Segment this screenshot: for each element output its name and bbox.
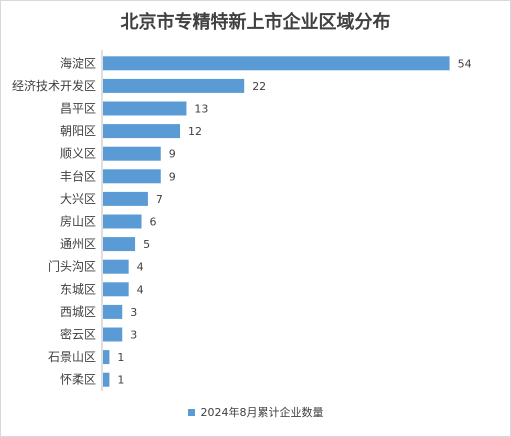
- category-label: 门头沟区: [48, 259, 96, 274]
- category-label: 海淀区: [60, 55, 96, 70]
- category-label: 怀柔区: [60, 373, 96, 387]
- data-label: 4: [137, 283, 144, 296]
- bar: [103, 259, 129, 274]
- bar: [103, 101, 187, 116]
- bar: [103, 56, 450, 71]
- bar: [103, 124, 181, 139]
- category-label: 顺义区: [60, 147, 96, 161]
- data-label: 9: [169, 170, 176, 183]
- bar: [103, 146, 161, 161]
- data-label: 13: [194, 103, 208, 116]
- bar: [103, 350, 110, 365]
- category-label: 通州区: [60, 237, 96, 251]
- category-label: 房山区: [60, 214, 96, 229]
- bar: [103, 214, 142, 229]
- data-label: 7: [156, 193, 163, 206]
- category-label: 大兴区: [60, 192, 96, 206]
- chart-title: 北京市专精特新上市企业区域分布: [120, 12, 391, 33]
- category-label: 丰台区: [60, 168, 96, 183]
- bar: [103, 327, 123, 342]
- data-label: 9: [169, 148, 176, 161]
- category-label: 东城区: [60, 282, 96, 296]
- data-label: 4: [137, 261, 144, 274]
- category-label: 朝阳区: [60, 124, 96, 138]
- category-label: 石景山区: [48, 350, 96, 364]
- data-label: 12: [188, 125, 202, 138]
- data-label: 3: [130, 306, 137, 319]
- legend-swatch: [187, 408, 195, 416]
- category-label: 昌平区: [60, 102, 96, 116]
- data-label: 1: [117, 374, 124, 387]
- bar: [103, 78, 245, 93]
- bar: [103, 169, 161, 184]
- bar: [103, 372, 110, 387]
- category-label: 西城区: [60, 305, 96, 319]
- data-label: 1: [117, 351, 124, 364]
- legend-label: 2024年8月累计企业数量: [200, 406, 324, 419]
- category-label: 密云区: [60, 327, 96, 342]
- bar: [103, 282, 129, 297]
- bar: [103, 237, 136, 252]
- data-label: 6: [150, 216, 157, 229]
- category-label: 经济技术开发区: [12, 78, 96, 93]
- bar: [103, 304, 123, 319]
- data-label: 5: [143, 238, 150, 251]
- legend: 2024年8月累计企业数量: [0, 404, 511, 420]
- data-label: 22: [252, 80, 266, 93]
- data-label: 3: [130, 329, 137, 342]
- bar: [103, 191, 148, 206]
- data-label: 54: [458, 57, 472, 70]
